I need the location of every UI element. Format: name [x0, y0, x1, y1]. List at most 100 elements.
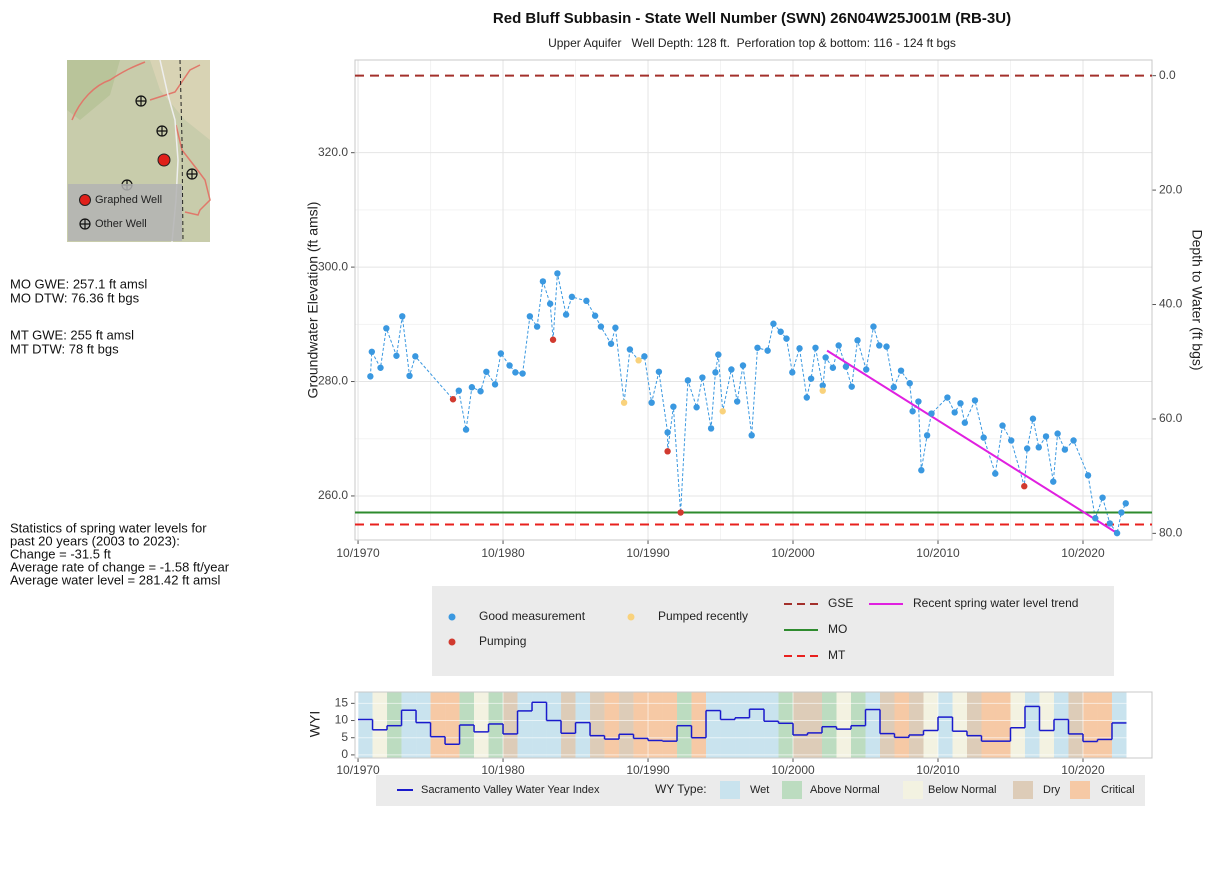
data-point — [1114, 530, 1120, 536]
x-tick-label: 10/1970 — [336, 546, 380, 560]
legend-swatch — [1013, 781, 1033, 799]
data-point — [483, 369, 489, 375]
data-point — [621, 399, 627, 405]
data-point — [1070, 437, 1076, 443]
legend-label: Sacramento Valley Water Year Index — [421, 784, 600, 796]
data-point — [519, 370, 525, 376]
water-year-band — [779, 692, 793, 758]
data-point — [764, 347, 770, 353]
data-point — [822, 354, 828, 360]
data-point — [506, 362, 512, 368]
data-point — [951, 409, 957, 415]
water-year-band — [1025, 692, 1039, 758]
data-point — [547, 301, 553, 307]
water-year-band — [590, 692, 604, 758]
water-year-band — [981, 692, 995, 758]
data-point — [512, 369, 518, 375]
water-year-band — [923, 692, 937, 758]
data-point — [463, 426, 469, 432]
data-point — [770, 321, 776, 327]
data-point — [450, 396, 456, 402]
water-year-band — [576, 692, 590, 758]
data-point — [612, 325, 618, 331]
data-point — [1043, 433, 1049, 439]
legend-label: Dry — [1043, 784, 1061, 796]
data-point — [835, 342, 841, 348]
water-year-band — [547, 692, 561, 758]
data-point — [854, 337, 860, 343]
y-tick-label: 280.0 — [318, 374, 348, 388]
x-tick-label: 10/2000 — [771, 763, 815, 777]
legend-symbol — [449, 614, 456, 621]
data-point — [962, 420, 968, 426]
water-year-band — [431, 692, 445, 758]
water-year-band — [706, 692, 720, 758]
data-point — [664, 429, 670, 435]
x-tick-label: 10/1980 — [481, 763, 525, 777]
map-legend-box — [68, 184, 182, 241]
chart-subtitle: Upper Aquifer Well Depth: 128 ft. Perfor… — [548, 36, 956, 50]
y2-tick-label: 20.0 — [1159, 182, 1183, 196]
data-point — [492, 381, 498, 387]
legend-symbol — [449, 639, 456, 646]
data-point — [627, 346, 633, 352]
data-point — [783, 335, 789, 341]
water-year-band — [1054, 692, 1068, 758]
legend-label: Recent spring water level trend — [913, 596, 1078, 610]
data-point — [883, 343, 889, 349]
x-tick-label: 10/1970 — [336, 763, 380, 777]
data-point — [583, 298, 589, 304]
legend-swatch — [782, 781, 802, 799]
water-year-band — [445, 692, 459, 758]
x-tick-label: 10/1990 — [626, 546, 670, 560]
y-tick-label: 0 — [341, 747, 348, 761]
data-point — [999, 422, 1005, 428]
y2-tick-label: 60.0 — [1159, 411, 1183, 425]
water-year-band — [938, 692, 952, 758]
data-point — [740, 362, 746, 368]
water-year-band — [1010, 692, 1024, 758]
data-point — [534, 323, 540, 329]
data-point — [712, 369, 718, 375]
data-point — [708, 425, 714, 431]
data-point — [563, 311, 569, 317]
water-year-band — [1068, 692, 1082, 758]
graphed-well — [158, 154, 170, 166]
data-point — [1030, 416, 1036, 422]
x-tick-label: 10/1980 — [481, 546, 525, 560]
data-point — [635, 357, 641, 363]
legend-label: Wet — [750, 784, 769, 796]
threshold-text: MT GWE: 255 ft amsl — [10, 327, 134, 342]
legend-label: Above Normal — [810, 784, 880, 796]
water-year-band — [648, 692, 662, 758]
plot-panel — [355, 60, 1152, 540]
data-point — [796, 345, 802, 351]
legend-swatch — [903, 781, 923, 799]
data-point — [915, 398, 921, 404]
y2-tick-label: 0.0 — [1159, 68, 1176, 82]
data-point — [383, 325, 389, 331]
map-legend-label: Other Well — [95, 218, 147, 230]
data-point — [808, 375, 814, 381]
x-tick-label: 10/2010 — [916, 546, 960, 560]
y2-tick-label: 80.0 — [1159, 526, 1183, 540]
data-point — [1054, 430, 1060, 436]
data-point — [928, 410, 934, 416]
map-legend-label: Graphed Well — [95, 194, 162, 206]
data-point — [898, 367, 904, 373]
data-point — [754, 345, 760, 351]
data-point — [1008, 437, 1014, 443]
data-point — [670, 403, 676, 409]
data-point — [527, 313, 533, 319]
x-tick-label: 10/2000 — [771, 546, 815, 560]
legend-symbol — [628, 614, 635, 621]
y-axis-title: WYI — [307, 711, 323, 737]
legend-label: MT — [828, 648, 846, 662]
data-point — [715, 351, 721, 357]
data-point — [1036, 444, 1042, 450]
map-legend-symbol — [80, 219, 90, 229]
data-point — [944, 394, 950, 400]
water-year-band — [503, 692, 517, 758]
water-year-band — [692, 692, 706, 758]
